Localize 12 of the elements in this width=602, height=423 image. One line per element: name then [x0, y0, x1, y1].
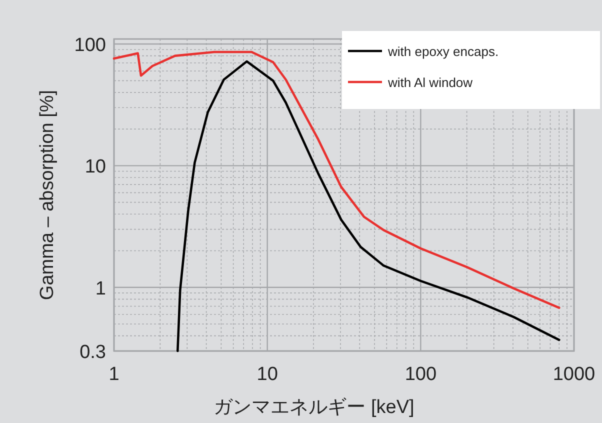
- y-tick-label: 0.3: [80, 342, 106, 363]
- legend-label: with Al window: [387, 75, 474, 90]
- x-axis-title: ガンマエネルギー [keV]: [214, 397, 414, 418]
- x-tick-label: 100: [404, 364, 437, 385]
- y-axis-title: Gamma – absorption [%]: [37, 90, 58, 300]
- x-tick-label: 10: [256, 364, 278, 385]
- x-tick-label: 1: [108, 364, 120, 385]
- y-tick-label: 10: [84, 156, 106, 178]
- legend-label: with epoxy encaps.: [387, 44, 499, 59]
- y-tick-label: 1: [95, 278, 106, 300]
- y-tick-label: 100: [74, 35, 106, 56]
- x-tick-label: 1000: [552, 364, 596, 385]
